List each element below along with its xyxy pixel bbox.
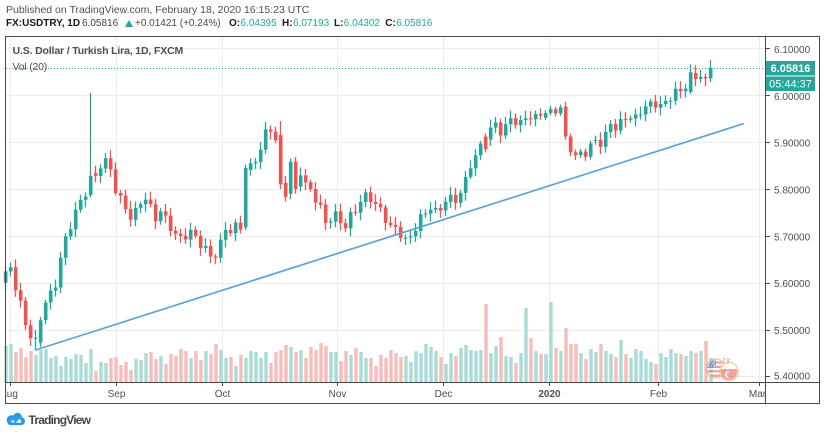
svg-text:5.70000: 5.70000 (774, 232, 811, 243)
svg-text:73’: 73’ (722, 358, 731, 365)
svg-text:2020: 2020 (538, 389, 561, 400)
svg-text:05:44:37: 05:44:37 (769, 79, 812, 91)
svg-text:6.00000: 6.00000 (774, 92, 811, 103)
svg-text:Nov: Nov (329, 389, 347, 400)
svg-text:5.50000: 5.50000 (774, 326, 811, 337)
svg-text:5.40000: 5.40000 (774, 372, 811, 383)
svg-text:Feb: Feb (650, 389, 668, 400)
svg-text:Oct: Oct (215, 389, 231, 400)
svg-text:6.05816: 6.05816 (771, 63, 811, 75)
svg-text:5.60000: 5.60000 (774, 279, 811, 290)
svg-text:6.10000: 6.10000 (774, 45, 811, 56)
svg-text:5.90000: 5.90000 (774, 139, 811, 150)
svg-text:Dec: Dec (435, 389, 453, 400)
svg-text:Sep: Sep (108, 389, 126, 400)
svg-text:Aug: Aug (0, 389, 18, 400)
svg-text:5.80000: 5.80000 (774, 186, 811, 197)
svg-text:Mar: Mar (749, 389, 767, 400)
